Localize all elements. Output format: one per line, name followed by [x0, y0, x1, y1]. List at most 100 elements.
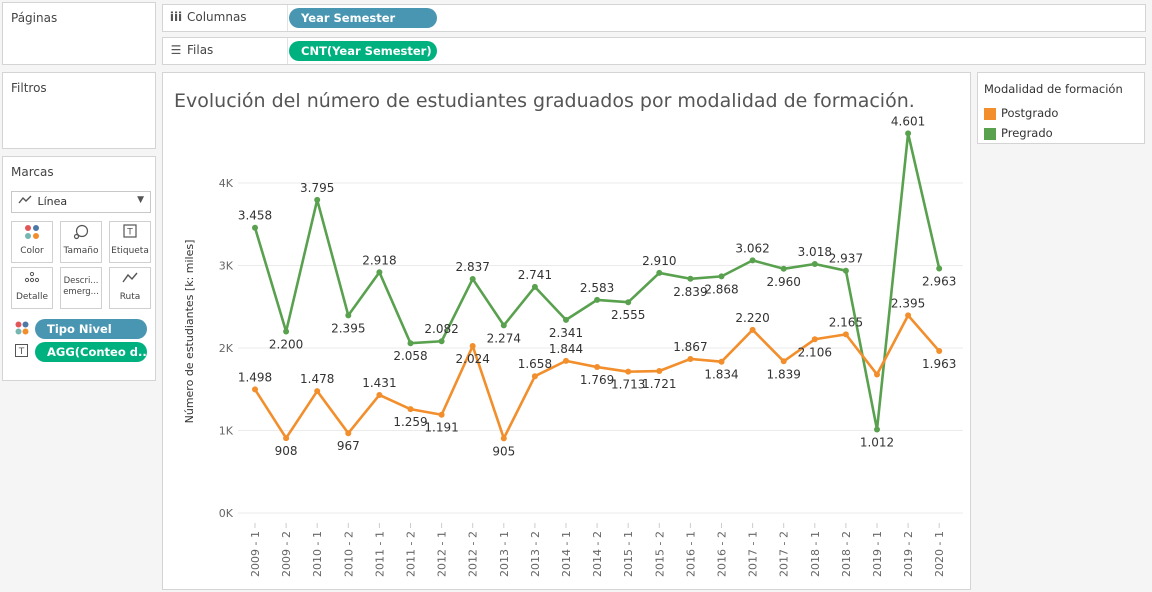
- mark-field-color[interactable]: Tipo Nivel: [15, 319, 149, 339]
- shelf-divider: [287, 38, 288, 64]
- label-button-label: Etiqueta: [111, 246, 149, 256]
- y-tick-label: 4K: [219, 177, 234, 190]
- x-tick-label: 2011 - 1: [373, 531, 386, 577]
- filters-card[interactable]: Filtros: [2, 72, 156, 149]
- data-label: 2.220: [735, 311, 769, 325]
- rows-shelf[interactable]: ☰ Filas CNT(Year Semester): [162, 37, 1146, 65]
- data-point: [656, 368, 663, 375]
- mark-type-dropdown[interactable]: Línea ▼: [11, 191, 151, 213]
- data-point: [376, 269, 383, 276]
- legend-title: Modalidad de formación: [984, 82, 1123, 96]
- x-tick-label: 2010 - 1: [311, 531, 324, 577]
- data-label: 3.062: [735, 241, 769, 255]
- data-label: 1.498: [238, 370, 272, 384]
- data-point: [905, 312, 912, 319]
- data-point: [283, 435, 290, 442]
- data-label: 1.867: [673, 340, 707, 354]
- tipo-nivel-pill[interactable]: Tipo Nivel: [35, 319, 147, 339]
- conteo-pill[interactable]: AGG(Conteo d..: [35, 342, 147, 362]
- line-mark-icon: [18, 195, 34, 208]
- data-label: 1.191: [424, 421, 458, 435]
- data-point: [438, 338, 445, 345]
- columns-icon: iii: [169, 10, 183, 24]
- mark-field-label[interactable]: T AGG(Conteo d..: [15, 342, 149, 362]
- data-label: 2.058: [393, 349, 427, 363]
- data-label: 2.918: [362, 253, 396, 267]
- detail-button-label: Detalle: [15, 292, 49, 302]
- x-tick-label: 2019 - 2: [902, 531, 915, 577]
- data-point: [314, 388, 321, 395]
- data-point: [594, 296, 601, 303]
- data-label: 3.458: [238, 209, 272, 223]
- detail-button[interactable]: Detalle: [11, 267, 53, 309]
- label-icon: T: [15, 344, 31, 360]
- color-button-label: Color: [20, 246, 44, 256]
- data-label: 1.478: [300, 372, 334, 386]
- data-label: 2.341: [549, 326, 583, 340]
- data-label: 2.963: [922, 275, 956, 289]
- y-tick-label: 3K: [219, 260, 234, 273]
- data-label: 1.839: [767, 367, 801, 381]
- data-label: 2.937: [829, 252, 863, 266]
- data-point: [749, 326, 756, 333]
- label-button[interactable]: T Etiqueta: [109, 221, 151, 263]
- pages-card[interactable]: Páginas: [2, 2, 156, 65]
- x-tick-label: 2017 - 2: [778, 531, 791, 577]
- data-label: 2.024: [456, 352, 490, 366]
- x-tick-label: 2016 - 2: [716, 531, 729, 577]
- data-label: 1.769: [580, 373, 614, 387]
- data-label: 2.395: [891, 296, 925, 310]
- data-label: 2.555: [611, 308, 645, 322]
- data-label: 1.834: [704, 368, 738, 382]
- legend-item-postgrado[interactable]: Postgrado: [984, 106, 1134, 122]
- x-tick-label: 2013 - 2: [529, 531, 542, 577]
- x-tick-label: 2016 - 1: [684, 531, 697, 577]
- data-label: 1.012: [860, 436, 894, 450]
- x-tick-label: 2020 - 1: [933, 531, 946, 577]
- data-point: [314, 196, 321, 203]
- detail-icon: [12, 270, 52, 292]
- x-tick-label: 2011 - 2: [405, 531, 418, 577]
- data-label: 2.274: [487, 331, 521, 345]
- y-tick-label: 1K: [219, 425, 234, 438]
- x-tick-label: 2014 - 2: [591, 531, 604, 577]
- data-label: 1.721: [642, 377, 676, 391]
- data-point: [874, 426, 880, 433]
- color-button[interactable]: Color: [11, 221, 53, 263]
- year-semester-column-pill[interactable]: Year Semester: [289, 8, 437, 28]
- x-tick-label: 2015 - 1: [622, 531, 635, 577]
- data-point: [531, 283, 538, 290]
- data-point: [563, 357, 569, 364]
- cnt-year-semester-row-pill[interactable]: CNT(Year Semester): [289, 41, 437, 61]
- data-label: 905: [492, 444, 515, 458]
- x-tick-label: 2009 - 1: [249, 531, 262, 577]
- data-point: [780, 265, 787, 272]
- columns-shelf[interactable]: iii Columnas Year Semester: [162, 4, 1146, 32]
- data-point: [438, 411, 445, 418]
- data-label: 3.018: [798, 245, 832, 259]
- marks-title: Marcas: [11, 165, 54, 179]
- y-tick-label: 2K: [219, 342, 234, 355]
- chevron-down-icon: ▼: [137, 195, 144, 205]
- path-button[interactable]: Ruta: [109, 267, 151, 309]
- svg-text:T: T: [18, 347, 25, 357]
- data-point: [625, 368, 632, 375]
- data-point: [252, 224, 258, 231]
- legend-item-pregrado[interactable]: Pregrado: [984, 126, 1134, 142]
- data-label: 1.963: [922, 357, 956, 371]
- x-tick-label: 2010 - 2: [342, 531, 355, 577]
- legend-card: Modalidad de formación Postgrado Pregrad…: [977, 72, 1145, 144]
- x-tick-label: 2019 - 1: [871, 531, 884, 577]
- tooltip-button[interactable]: Descri... emerg...: [60, 267, 102, 309]
- data-point: [407, 340, 414, 347]
- data-point: [407, 406, 414, 413]
- data-point: [874, 371, 880, 378]
- size-button[interactable]: Tamaño: [60, 221, 102, 263]
- data-point: [687, 355, 694, 362]
- data-label: 2.868: [704, 282, 738, 296]
- view-area: Evolución del número de estudiantes grad…: [162, 72, 971, 590]
- data-label: 2.839: [673, 285, 707, 299]
- data-label: 2.165: [829, 315, 863, 329]
- data-point: [718, 358, 725, 365]
- columns-label: Columnas: [187, 10, 247, 24]
